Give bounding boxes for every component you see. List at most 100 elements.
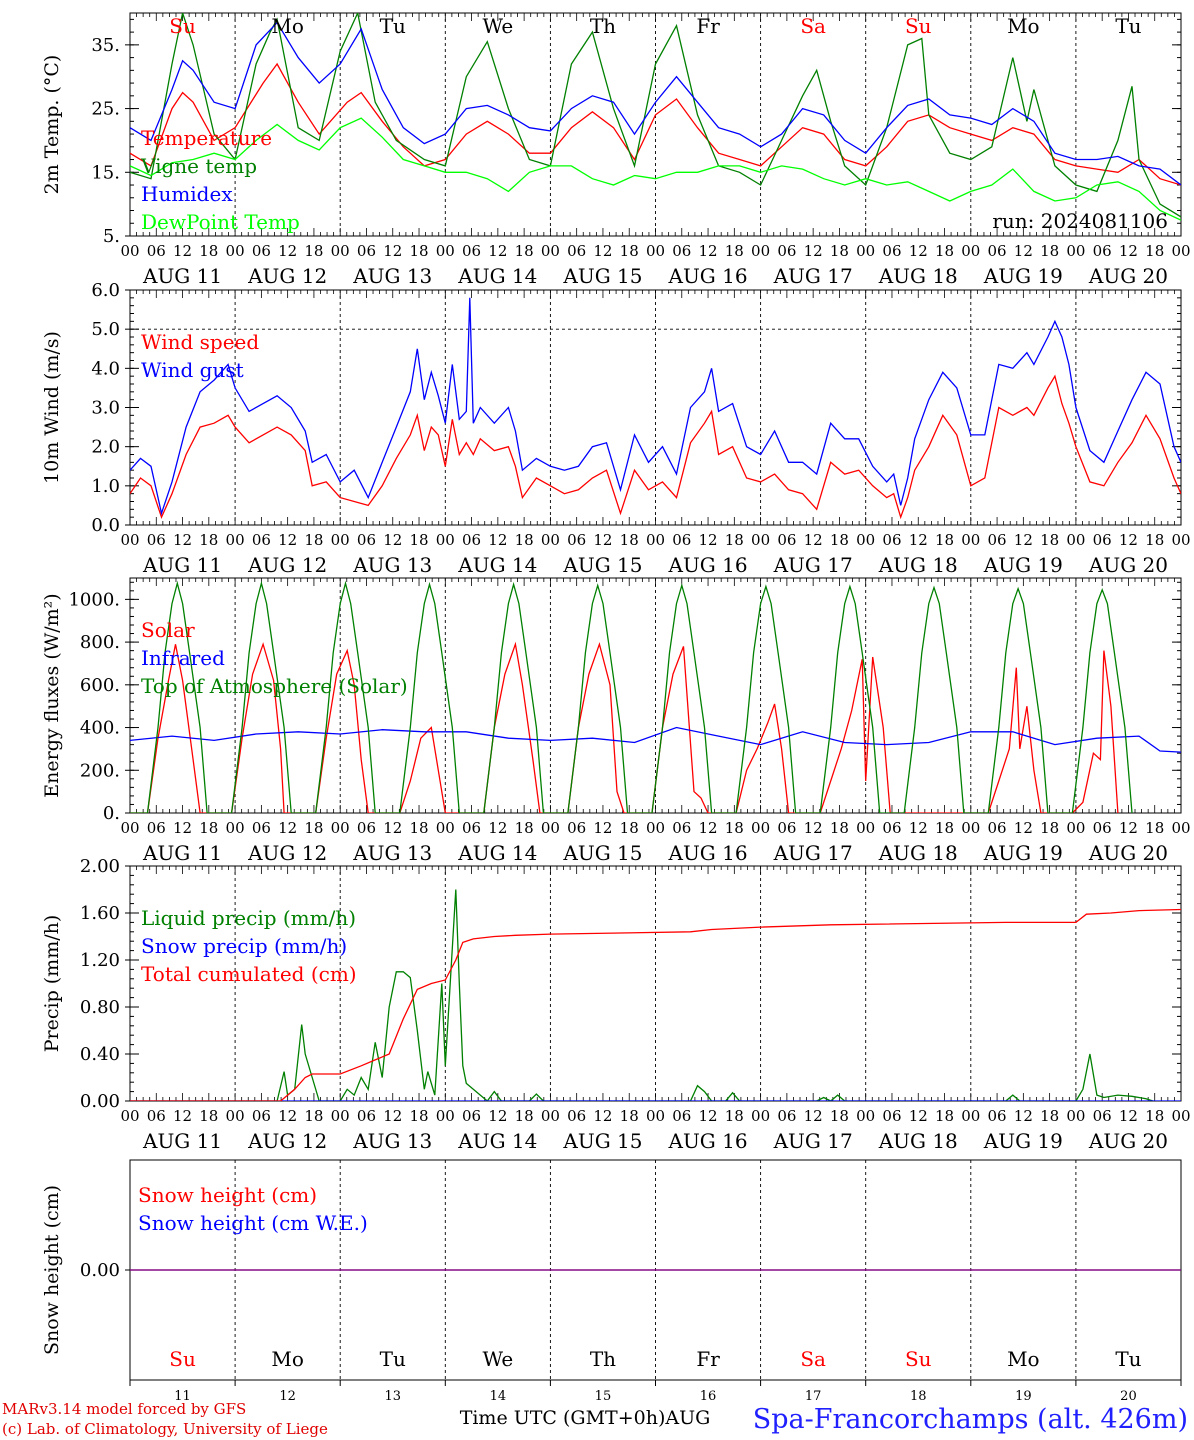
day-number-label: 11 xyxy=(174,1389,191,1404)
weekday-label-bottom: Th xyxy=(590,1347,616,1371)
hour-tick-label: 12 xyxy=(1014,819,1033,837)
hour-tick-label: 06 xyxy=(672,1107,691,1125)
hour-tick-label: 06 xyxy=(672,819,691,837)
day-label: AUG 18 xyxy=(878,1129,958,1153)
day-label: AUG 17 xyxy=(773,1129,853,1153)
y-tick-label: 1.60 xyxy=(80,903,120,924)
credit-line: (c) Lab. of Climatology, University of L… xyxy=(2,1420,328,1438)
weekday-label-top: Tu xyxy=(1115,14,1141,38)
hour-tick-label: 18 xyxy=(1145,531,1164,549)
credit-line: MARv3.14 model forced by GFS xyxy=(2,1400,246,1418)
weekday-label-bottom: Su xyxy=(905,1347,932,1371)
legend-entry: Total cumulated (cm) xyxy=(141,962,357,986)
hour-tick-label: 06 xyxy=(988,531,1007,549)
weekday-label-bottom: We xyxy=(482,1347,513,1371)
hour-tick-label: 06 xyxy=(672,242,691,260)
hour-tick-label: 12 xyxy=(593,531,612,549)
hour-tick-label: 12 xyxy=(1119,819,1138,837)
panel-frame xyxy=(129,12,1182,237)
y-tick-label: 35. xyxy=(91,35,120,56)
hour-tick-label: 18 xyxy=(725,531,744,549)
hour-tick-label: 00 xyxy=(751,531,770,549)
y-tick-label: 1.0 xyxy=(91,476,120,497)
hour-tick-label: 00 xyxy=(331,819,350,837)
weekday-label-bottom: Su xyxy=(169,1347,196,1371)
day-label: AUG 19 xyxy=(983,264,1063,288)
day-label: AUG 17 xyxy=(773,264,853,288)
hour-tick-label: 00 xyxy=(226,531,245,549)
hour-tick-label: 18 xyxy=(515,819,534,837)
hour-tick-label: 00 xyxy=(1171,1107,1190,1125)
day-number-label: 16 xyxy=(700,1389,717,1404)
hour-tick-label: 18 xyxy=(620,242,639,260)
hour-tick-label: 18 xyxy=(515,242,534,260)
y-tick-label: 0.40 xyxy=(80,1044,120,1065)
day-label: AUG 12 xyxy=(247,1129,327,1153)
legend-entry: Snow height (cm) xyxy=(138,1183,317,1207)
y-tick-label: 4.0 xyxy=(91,358,120,379)
hour-tick-label: 12 xyxy=(699,1107,718,1125)
series-line-3 xyxy=(130,580,1133,813)
y-tick-label: 0.00 xyxy=(80,1260,120,1281)
hour-tick-label: 12 xyxy=(488,1107,507,1125)
day-label: AUG 12 xyxy=(247,841,327,865)
day-label: AUG 16 xyxy=(668,264,748,288)
hour-tick-label: 00 xyxy=(1066,531,1085,549)
hour-tick-label: 00 xyxy=(226,819,245,837)
hour-tick-label: 18 xyxy=(725,242,744,260)
weekday-label-bottom: Fr xyxy=(696,1347,720,1371)
hour-tick-label: 18 xyxy=(304,242,323,260)
hour-tick-label: 00 xyxy=(331,1107,350,1125)
hour-tick-label: 12 xyxy=(699,242,718,260)
hour-tick-label: 00 xyxy=(751,1107,770,1125)
series-line-1 xyxy=(130,889,1154,1101)
day-number-label: 15 xyxy=(595,1389,612,1404)
hour-tick-label: 18 xyxy=(1145,1107,1164,1125)
day-label: AUG 11 xyxy=(142,553,222,577)
hour-tick-label: 12 xyxy=(593,1107,612,1125)
hour-tick-label: 00 xyxy=(120,1107,139,1125)
day-label: AUG 13 xyxy=(352,841,432,865)
hour-tick-label: 18 xyxy=(409,531,428,549)
hour-tick-label: 06 xyxy=(462,531,481,549)
y-tick-label: 15. xyxy=(91,162,120,183)
y-tick-label: 0.00 xyxy=(80,1091,120,1112)
run-label: run: 2024081106 xyxy=(992,209,1168,233)
hour-tick-label: 12 xyxy=(488,531,507,549)
hour-tick-label: 06 xyxy=(147,1107,166,1125)
hour-tick-label: 00 xyxy=(646,1107,665,1125)
y-tick-label: 5.0 xyxy=(91,319,120,340)
panel-5: 0.00 Snow height (cm) Snow height (cm) Snow… xyxy=(41,1159,1182,1381)
series-line-4 xyxy=(130,117,1181,221)
hour-tick-label: 06 xyxy=(777,531,796,549)
hour-tick-label: 06 xyxy=(882,1107,901,1125)
hour-tick-label: 00 xyxy=(961,242,980,260)
panel-2: 0.0 1.0 2.0 3.0 4.0 5.0 6.0 10m Wind (m/s) Wind … xyxy=(41,280,1191,577)
hour-tick-label: 06 xyxy=(357,1107,376,1125)
hour-tick-label: 00 xyxy=(226,1107,245,1125)
hour-tick-label: 00 xyxy=(1171,242,1190,260)
series-line-3 xyxy=(130,908,1181,1101)
hour-tick-label: 00 xyxy=(1171,531,1190,549)
hour-tick-label: 12 xyxy=(383,819,402,837)
y-axis-title: Snow height (cm) xyxy=(41,1185,63,1355)
day-label: AUG 15 xyxy=(562,841,642,865)
day-label: AUG 19 xyxy=(983,553,1063,577)
series-line-2 xyxy=(130,726,1181,753)
weekday-label-top: Th xyxy=(590,14,616,38)
hour-tick-label: 18 xyxy=(199,531,218,549)
hour-tick-label: 00 xyxy=(331,242,350,260)
y-tick-label: 5. xyxy=(103,226,120,247)
day-label: AUG 16 xyxy=(668,553,748,577)
hour-tick-label: 12 xyxy=(593,242,612,260)
day-label: AUG 13 xyxy=(352,553,432,577)
hour-tick-label: 06 xyxy=(567,819,586,837)
hour-tick-label: 12 xyxy=(173,242,192,260)
hour-tick-label: 12 xyxy=(383,1107,402,1125)
hour-tick-label: 18 xyxy=(1145,819,1164,837)
legend-entry: Liquid precip (mm/h) xyxy=(141,906,356,930)
panel-4: 0.00 0.40 0.80 1.20 1.60 2.00 Precip (mm/h) Liq… xyxy=(41,856,1191,1153)
day-label: AUG 17 xyxy=(773,553,853,577)
